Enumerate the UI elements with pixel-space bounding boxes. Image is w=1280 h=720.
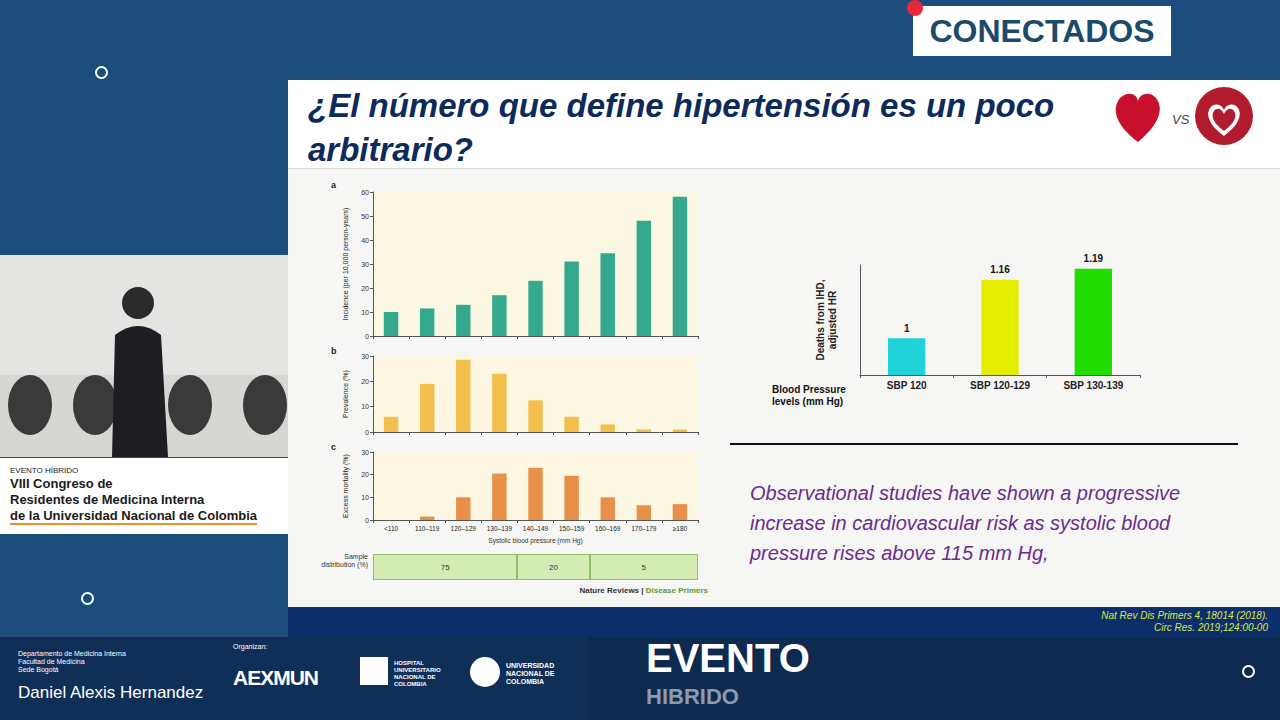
html-text:UNIVERSIDAD NACIONAL DE COLOMB: UNIVERSIDAD NACIONAL DE COLOMBIA (506, 662, 555, 685)
svg-text:VS: VS (1172, 112, 1190, 127)
html-text:Nat Rev Dis Primers 4, 18014 (: Nat Rev Dis Primers 4, 18014 (2018). (1101, 610, 1268, 621)
svg-text:140–149: 140–149 (523, 525, 549, 532)
html-text:HOSPITAL UNIVERSITARIO NACIONA: HOSPITAL UNIVERSITARIO NACIONAL DE COLOM… (394, 660, 441, 687)
svg-text:10: 10 (361, 403, 369, 410)
html-text:Circ Res. 2019;124:00-00: Circ Res. 2019;124:00-00 (1154, 622, 1268, 633)
html-text:EVENTO HÍBRIDO: EVENTO HÍBRIDO (10, 466, 79, 475)
svg-text:50: 50 (361, 213, 369, 220)
svg-text:10: 10 (361, 494, 369, 501)
html-text:75: 75 (440, 562, 450, 572)
svg-text:SBP 130-139: SBP 130-139 (1063, 380, 1123, 391)
svg-text:SBP 120: SBP 120 (887, 380, 927, 391)
svg-text:20: 20 (361, 471, 369, 478)
svg-text:Prevalence (%): Prevalence (%) (342, 370, 350, 418)
svg-text:20: 20 (361, 285, 369, 292)
svg-text:110–119: 110–119 (415, 525, 440, 532)
svg-text:0: 0 (365, 517, 369, 524)
svg-text:0: 0 (365, 333, 369, 340)
html-text:Organizan:: Organizan: (233, 643, 268, 650)
svg-text:60: 60 (361, 189, 369, 196)
svg-text:≥180: ≥180 (673, 525, 688, 532)
html-text:5: 5 (641, 562, 646, 572)
svg-text:<110: <110 (384, 525, 399, 532)
svg-text:Excess mortality (%): Excess mortality (%) (342, 454, 350, 518)
html-text:b: b (331, 346, 337, 356)
html-text:de la Universidad Nacional de: de la Universidad Nacional de Colombia (10, 508, 258, 523)
svg-text:Incidence (per 10,000 person-y: Incidence (per 10,000 person-years) (342, 208, 350, 321)
svg-text:160–169: 160–169 (595, 525, 621, 532)
html-text:c: c (331, 442, 336, 452)
svg-text:30: 30 (361, 449, 369, 456)
svg-text:150–159: 150–159 (559, 525, 585, 532)
html-text:a: a (331, 180, 336, 190)
svg-text:20: 20 (361, 378, 369, 385)
svg-text:30: 30 (361, 261, 369, 268)
svg-text:1.16: 1.16 (990, 264, 1010, 275)
html-text:Nature Reviews | Disease Prime: Nature Reviews | Disease Primers (579, 586, 708, 595)
html-text:EVENTO: EVENTO (646, 636, 810, 680)
svg-text:10: 10 (361, 309, 369, 316)
html-text:Daniel Alexis Hernandez: Daniel Alexis Hernandez (18, 683, 204, 702)
svg-text:130–139: 130–139 (487, 525, 513, 532)
html-text:CONECTADOS: CONECTADOS (929, 13, 1155, 49)
svg-text:170–179: 170–179 (631, 525, 657, 532)
html-text:VIII Congreso de: VIII Congreso de (10, 476, 113, 491)
html-text:20: 20 (549, 562, 558, 572)
html-text:Sample distribution (%): Sample distribution (%) (321, 553, 368, 568)
svg-text:1.19: 1.19 (1084, 253, 1104, 264)
html-text:Residentes de Medicina Interna: Residentes de Medicina Interna (10, 492, 205, 507)
html-text:Departamento de Medicina Inter: Departamento de Medicina Interna (18, 650, 126, 657)
svg-text:40: 40 (361, 237, 369, 244)
html-text:Blood Pressure levels (mm Hg): Blood Pressure levels (mm Hg) (772, 384, 846, 407)
html-text:Observational studies have sho: Observational studies have shown a progr… (750, 482, 1181, 564)
svg-text:Systolic blood pressure (mm Hg: Systolic blood pressure (mm Hg) (488, 537, 582, 545)
html-text:AEXMUN: AEXMUN (233, 666, 318, 689)
svg-text:adjusted HR: adjusted HR (827, 290, 838, 349)
svg-text:1: 1 (904, 323, 910, 334)
html-text:HIBRIDO: HIBRIDO (646, 684, 739, 709)
svg-text:30: 30 (361, 353, 369, 360)
svg-text:0: 0 (365, 429, 369, 436)
html-text:Sede Bogotá: Sede Bogotá (18, 666, 59, 673)
html-text:¿El número que define hiperten: ¿El número que define hipertensión es un… (308, 87, 1055, 168)
svg-text:SBP 120-129: SBP 120-129 (970, 380, 1030, 391)
svg-text:120–129: 120–129 (451, 525, 477, 532)
html-text:Facultad de Medicina: Facultad de Medicina (18, 658, 85, 665)
svg-text:Deaths from IHD,: Deaths from IHD, (815, 279, 826, 360)
